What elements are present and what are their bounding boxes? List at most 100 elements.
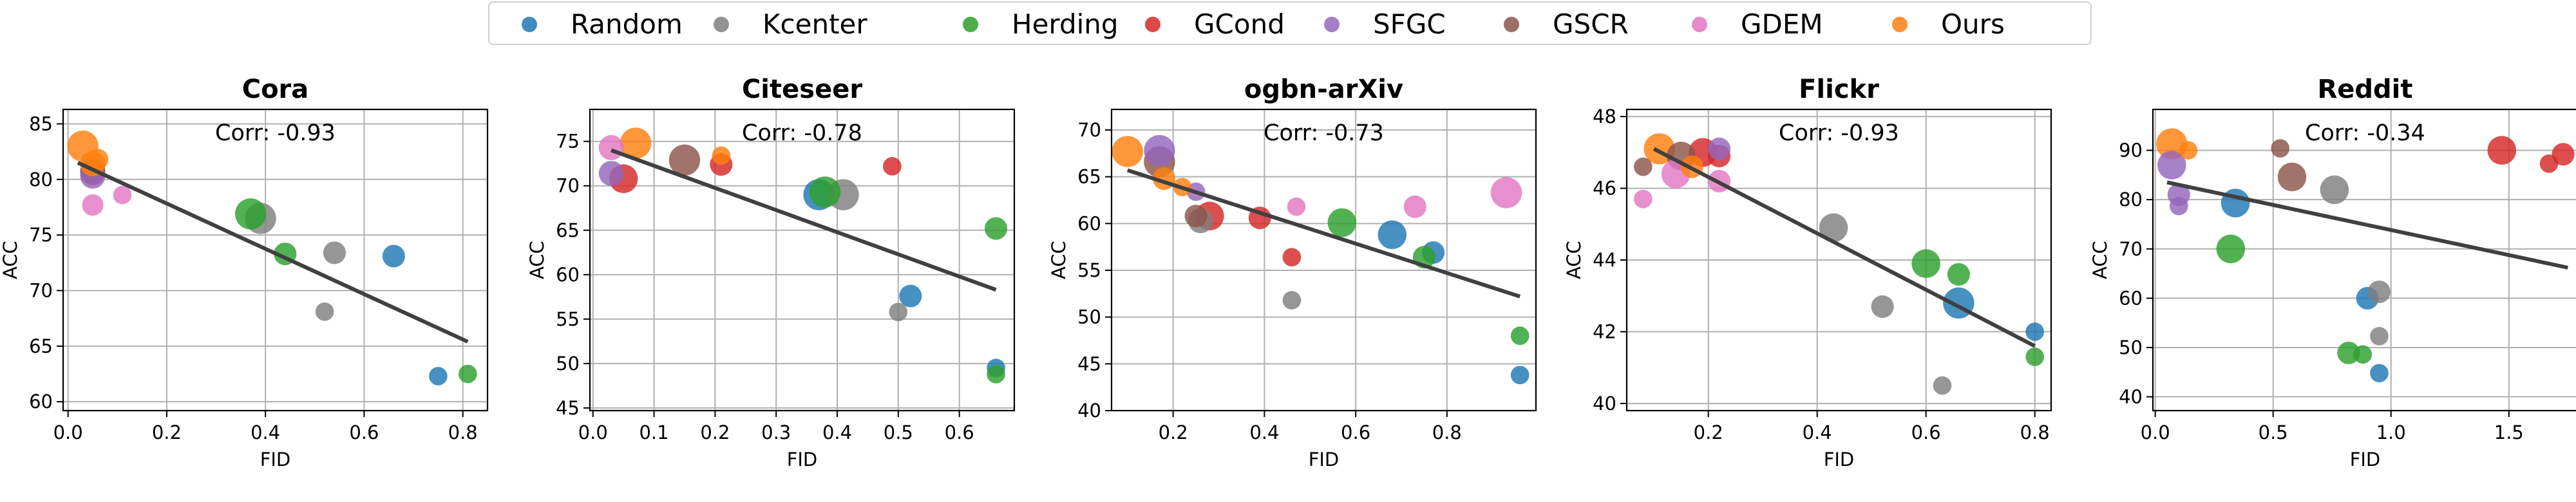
point-ours bbox=[2179, 141, 2198, 160]
point-kcenter bbox=[1819, 213, 1848, 243]
point-random bbox=[429, 367, 448, 386]
point-herding bbox=[987, 365, 1005, 384]
legend-marker bbox=[1145, 17, 1160, 32]
x-tick-label: 0.1 bbox=[639, 422, 668, 443]
corr-annotation: Corr: -0.93 bbox=[215, 120, 336, 146]
x-tick-label: 0.6 bbox=[1911, 422, 1941, 443]
point-gcond bbox=[2539, 154, 2559, 173]
point-random bbox=[899, 284, 922, 308]
corr-annotation: Corr: -0.34 bbox=[2305, 120, 2425, 146]
point-herding bbox=[985, 217, 1008, 240]
point-herding bbox=[2025, 348, 2044, 366]
legend-label: GCond bbox=[1194, 8, 1285, 40]
y-axis-label: ACC bbox=[1563, 241, 1585, 279]
trend-line bbox=[1653, 147, 2036, 348]
axes-frame bbox=[589, 108, 1016, 412]
y-tick-label: 50 bbox=[556, 353, 580, 375]
point-kcenter bbox=[1871, 295, 1894, 318]
y-tick-label: 70 bbox=[29, 279, 53, 301]
y-tick-label: 45 bbox=[1077, 353, 1101, 375]
point-sfgc bbox=[2169, 196, 2188, 216]
axes-frame bbox=[1110, 108, 1537, 412]
point-herding bbox=[1947, 263, 1970, 286]
x-tick-label: 0.6 bbox=[945, 422, 974, 443]
legend-marker bbox=[1692, 17, 1707, 32]
legend-marker bbox=[1892, 17, 1908, 32]
point-sfgc bbox=[598, 160, 624, 186]
chart-citeseer: 0.0 0.1 0.2 0.3 0.4 0.5 0.6 45 50 55 60 65 70 75 Cites… bbox=[526, 75, 1016, 470]
points-group bbox=[67, 130, 477, 386]
y-tick-label: 65 bbox=[1077, 166, 1101, 188]
y-tick-label: 60 bbox=[2119, 287, 2143, 309]
point-random bbox=[1378, 220, 1407, 250]
y-axis-label: ACC bbox=[1048, 241, 1070, 279]
points-group bbox=[1112, 135, 1530, 385]
y-tick-label: 60 bbox=[1077, 212, 1101, 234]
x-tick-label: 0.8 bbox=[1432, 422, 1462, 443]
x-tick-label: 0.8 bbox=[2020, 422, 2050, 443]
point-gscr bbox=[1184, 205, 1208, 228]
point-gcond bbox=[2487, 136, 2517, 165]
axes-frame bbox=[62, 108, 489, 412]
x-tick-label: 0.6 bbox=[349, 422, 379, 443]
x-tick-label: 0.5 bbox=[2259, 422, 2288, 443]
point-gscr bbox=[668, 144, 701, 176]
legend-marker bbox=[522, 17, 537, 32]
x-tick-label: 0.2 bbox=[700, 422, 730, 443]
point-herding bbox=[234, 198, 267, 230]
y-axis-label: ACC bbox=[2089, 241, 2111, 279]
y-tick-label: 45 bbox=[556, 397, 580, 419]
x-tick-label: 0.3 bbox=[761, 422, 791, 443]
point-kcenter bbox=[315, 302, 334, 321]
point-herding bbox=[1510, 326, 1530, 346]
point-kcenter bbox=[2320, 175, 2349, 205]
axes-frame bbox=[2152, 108, 2576, 412]
point-gcond bbox=[1282, 248, 1302, 266]
point-gdem bbox=[1403, 195, 1426, 218]
point-herding bbox=[2216, 234, 2246, 264]
point-gscr bbox=[1634, 157, 1653, 176]
chart-ogbn-arxiv: 0.2 0.4 0.6 0.8 40 45 50 55 60 65 70 ogbn-arXiv Corr… bbox=[1048, 75, 1537, 470]
y-tick-label: 55 bbox=[1077, 259, 1101, 281]
x-axis-label: FID bbox=[1309, 449, 1340, 470]
y-tick-label: 48 bbox=[1593, 106, 1616, 127]
point-gdem bbox=[82, 194, 104, 216]
point-ours bbox=[87, 149, 109, 171]
point-gcond bbox=[883, 157, 902, 176]
y-tick-label: 60 bbox=[29, 391, 53, 413]
y-tick-label: 80 bbox=[29, 169, 53, 191]
point-random bbox=[1510, 366, 1530, 385]
y-tick-label: 44 bbox=[1593, 249, 1616, 271]
x-tick-label: 0.8 bbox=[448, 422, 478, 443]
chart-title: Flickr bbox=[1799, 75, 1879, 104]
x-tick-label: 0.2 bbox=[1159, 422, 1188, 443]
point-random bbox=[2025, 322, 2044, 341]
x-tick-label: 0.2 bbox=[1694, 422, 1723, 443]
y-tick-label: 70 bbox=[2119, 238, 2143, 260]
x-axis-label: FID bbox=[260, 449, 291, 470]
legend-marker bbox=[1324, 17, 1340, 32]
corr-annotation: Corr: -0.93 bbox=[1779, 120, 1899, 146]
y-tick-label: 70 bbox=[556, 175, 580, 197]
x-tick-label: 0.0 bbox=[2141, 422, 2170, 443]
point-gdem bbox=[598, 135, 624, 160]
points-group bbox=[2156, 128, 2575, 383]
x-axis-label: FID bbox=[2350, 449, 2381, 470]
y-tick-label: 55 bbox=[556, 308, 580, 330]
legend: Random Kcenter Herding GCond SFGC GSCR GDEM Our… bbox=[488, 1, 2092, 45]
y-tick-label: 75 bbox=[29, 224, 53, 246]
point-herding bbox=[1327, 208, 1357, 237]
point-kcenter bbox=[2367, 280, 2391, 303]
legend-label: Random bbox=[571, 8, 683, 40]
legend-label: GDEM bbox=[1741, 8, 1823, 40]
chart-reddit: 0.0 0.5 1.0 1.5 40 50 60 70 80 90 Reddit Corr: -0.3… bbox=[2089, 75, 2576, 470]
trend-line bbox=[1126, 168, 1521, 299]
trend-line bbox=[611, 148, 997, 292]
point-kcenter bbox=[323, 241, 346, 265]
point-herding bbox=[459, 364, 477, 384]
x-tick-label: 0.0 bbox=[578, 422, 608, 443]
x-tick-label: 0.6 bbox=[1341, 422, 1370, 443]
x-tick-label: 0.2 bbox=[152, 422, 182, 443]
y-tick-label: 40 bbox=[1077, 400, 1101, 422]
